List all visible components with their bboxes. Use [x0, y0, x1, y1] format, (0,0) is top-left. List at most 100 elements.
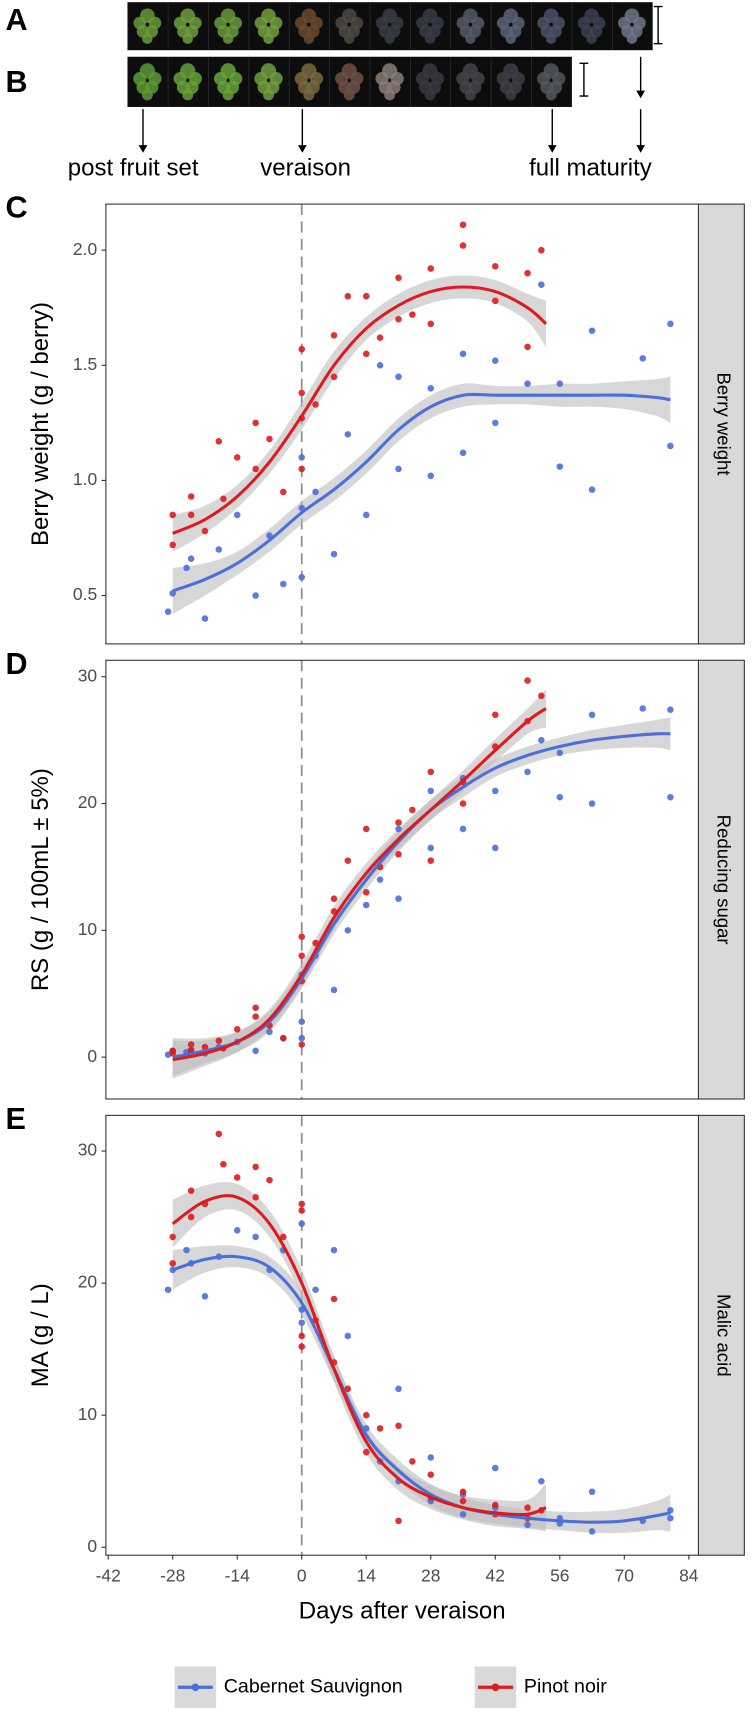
smooth-line — [172, 285, 548, 535]
data-point — [252, 1193, 259, 1201]
strip-label: Berry weight — [714, 372, 735, 476]
data-point — [538, 1477, 545, 1485]
data-point — [492, 1501, 499, 1509]
legend-label: Pinot noir — [524, 1675, 607, 1697]
y-tick-label: 30 — [78, 1140, 98, 1160]
plot-area — [105, 660, 699, 1100]
smooth-line — [172, 707, 547, 1062]
y-tick-label: 0.5 — [73, 584, 97, 604]
data-point — [344, 431, 352, 438]
data-point — [524, 343, 531, 351]
data-point — [427, 768, 435, 776]
data-point — [298, 1332, 306, 1340]
data-point — [395, 895, 402, 902]
data-point — [459, 221, 467, 229]
data-point — [215, 437, 223, 445]
panel-letter: B — [5, 65, 27, 99]
data-point — [492, 844, 499, 852]
data-point — [298, 573, 306, 581]
data-point — [362, 825, 370, 833]
panel-letter: E — [5, 1102, 25, 1136]
data-point — [298, 1200, 306, 1208]
smooth-line — [172, 1254, 671, 1524]
x-tick-label: 56 — [550, 1566, 569, 1586]
data-point — [187, 1041, 195, 1048]
data-point — [298, 465, 306, 473]
data-point — [459, 800, 467, 807]
grape — [586, 33, 597, 44]
data-point — [459, 242, 467, 249]
y-axis-label: Berry weight (g / berry) — [27, 302, 54, 546]
data-point — [639, 705, 647, 712]
data-point — [524, 380, 531, 387]
data-point — [459, 350, 467, 358]
data-point — [409, 806, 416, 814]
data-point — [427, 1471, 435, 1478]
data-point — [427, 472, 435, 480]
smooth-line — [172, 392, 671, 593]
data-point — [312, 401, 319, 408]
data-point — [362, 1411, 370, 1419]
y-tick-label: 20 — [78, 1272, 98, 1292]
data-point — [266, 1176, 273, 1184]
data-point — [362, 1448, 370, 1456]
data-point — [215, 1037, 223, 1044]
data-point — [169, 511, 176, 519]
data-point — [187, 493, 195, 500]
data-point — [280, 1233, 287, 1241]
arrow-heads — [138, 90, 646, 153]
data-point — [215, 1130, 223, 1138]
data-point — [395, 465, 402, 473]
data-point — [556, 793, 564, 801]
data-point — [187, 1187, 195, 1194]
data-point — [588, 486, 596, 493]
data-point — [183, 1246, 190, 1254]
data-point — [330, 1295, 338, 1303]
data-point — [395, 274, 402, 282]
data-point — [588, 327, 596, 335]
data-point — [252, 1047, 259, 1055]
data-point — [233, 454, 241, 461]
data-point — [201, 1293, 209, 1300]
grape — [303, 89, 315, 101]
data-point — [395, 1385, 402, 1393]
data-point — [362, 511, 370, 519]
y-axis-label: MA (g / L) — [27, 1283, 54, 1387]
strip-frame — [697, 659, 745, 1100]
data-point — [187, 1213, 195, 1221]
y-tick-label: 30 — [78, 665, 98, 685]
data-point — [588, 1528, 596, 1535]
data-point — [427, 857, 435, 864]
grape — [343, 89, 355, 101]
data-point — [344, 1385, 352, 1393]
grape — [626, 33, 638, 44]
data-point — [169, 1233, 176, 1241]
data-point — [524, 1521, 531, 1529]
data-point — [344, 857, 352, 864]
grape — [424, 33, 436, 44]
data-point — [201, 1043, 209, 1051]
data-point — [252, 1233, 259, 1241]
grape — [141, 89, 153, 101]
data-point — [344, 292, 352, 300]
data-point — [233, 1174, 241, 1181]
grape — [142, 33, 153, 44]
confidence-band — [172, 275, 546, 552]
data-point — [459, 1488, 467, 1496]
data-point — [492, 262, 499, 270]
data-point — [266, 1028, 273, 1036]
strip-background — [699, 1115, 745, 1556]
strip-label: Reducing sugar — [714, 815, 735, 945]
data-point — [524, 768, 531, 776]
grape — [384, 89, 396, 101]
data-point — [427, 1454, 435, 1461]
strip-background — [699, 660, 745, 1100]
stage-label: post fruit set — [68, 155, 199, 182]
stage-label: full maturity — [529, 155, 652, 182]
legend-dot — [491, 1683, 500, 1692]
data-point — [169, 1050, 176, 1057]
data-point — [266, 435, 273, 443]
data-point — [459, 449, 467, 457]
data-point — [409, 1458, 416, 1465]
